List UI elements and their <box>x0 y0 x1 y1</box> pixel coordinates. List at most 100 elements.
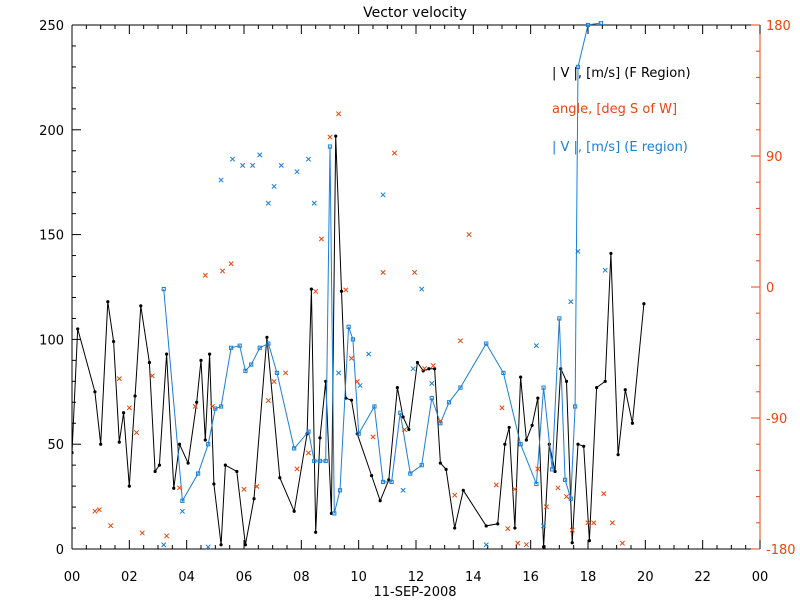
y-tick-label-right: -180 <box>766 543 796 558</box>
series-layer <box>72 21 646 550</box>
data-point <box>235 469 239 474</box>
data-point <box>241 486 247 492</box>
data-point <box>457 338 463 344</box>
data-point <box>430 363 436 369</box>
data-point <box>366 351 372 357</box>
data-point <box>243 368 248 373</box>
data-point <box>461 488 465 492</box>
data-point <box>391 150 398 156</box>
legend-entry-1: angle, [deg S of W] <box>552 102 677 117</box>
data-point <box>562 477 568 482</box>
data-point <box>271 379 277 385</box>
data-point <box>323 458 328 464</box>
data-point <box>541 545 546 549</box>
data-point <box>274 370 280 376</box>
data-point <box>93 390 97 394</box>
data-point <box>444 467 448 471</box>
data-point <box>313 288 319 294</box>
data-point <box>458 385 463 390</box>
data-point <box>357 382 363 389</box>
data-point <box>243 543 248 547</box>
data-point <box>602 267 608 273</box>
data-point <box>380 192 386 198</box>
legend: | V |, [m/s] (F Region) angle, [deg S of … <box>552 66 691 155</box>
data-point <box>483 542 489 548</box>
data-point <box>438 421 443 426</box>
data-point <box>240 162 246 168</box>
data-point <box>179 508 185 514</box>
data-point <box>535 466 541 472</box>
x-tick-label: 02 <box>121 570 138 585</box>
data-point <box>576 442 580 446</box>
data-point <box>438 461 442 465</box>
data-point <box>271 183 277 189</box>
data-point <box>609 251 613 256</box>
data-point <box>493 482 499 488</box>
data-point <box>513 526 517 530</box>
data-point <box>122 411 126 415</box>
data-point <box>229 345 234 350</box>
data-point <box>512 486 518 492</box>
y-tick-label-left: 200 <box>39 124 64 139</box>
data-point <box>564 379 569 383</box>
data-point <box>266 341 271 346</box>
data-point <box>336 370 342 376</box>
x-tick-label: 16 <box>522 570 539 585</box>
data-point <box>199 358 203 362</box>
data-point <box>433 367 437 371</box>
data-point <box>585 520 591 526</box>
data-point <box>555 485 561 491</box>
data-point <box>186 461 190 465</box>
data-point <box>219 543 223 547</box>
data-point <box>257 345 262 350</box>
data-point <box>254 483 260 489</box>
data-point <box>619 540 625 546</box>
data-point <box>354 379 360 385</box>
data-point <box>507 425 511 430</box>
data-point <box>630 421 635 425</box>
data-point <box>407 427 411 432</box>
data-point <box>116 376 122 382</box>
data-point <box>176 485 183 491</box>
data-point <box>598 21 603 26</box>
data-point <box>265 335 269 339</box>
data-point <box>452 492 458 498</box>
data-point <box>203 438 207 442</box>
data-point <box>139 304 143 308</box>
data-point <box>317 458 323 464</box>
data-point <box>587 539 592 543</box>
data-point <box>401 415 405 419</box>
data-point <box>350 337 356 342</box>
data-point <box>370 434 376 440</box>
y-axis-left: 0 50 100 150 200 250 <box>39 19 81 558</box>
data-point <box>563 494 570 500</box>
data-point <box>541 523 547 529</box>
data-point <box>595 386 599 390</box>
data-point <box>218 404 224 409</box>
data-point <box>111 339 116 344</box>
data-point <box>585 22 591 28</box>
data-point <box>339 289 344 293</box>
data-point <box>389 479 394 485</box>
data-point <box>305 156 312 162</box>
data-point <box>161 542 167 548</box>
data-point <box>575 248 581 254</box>
data-point <box>208 352 212 356</box>
data-point <box>205 544 211 550</box>
data-point <box>398 410 403 415</box>
data-point <box>133 430 140 436</box>
data-point <box>165 352 169 356</box>
data-point <box>133 394 137 398</box>
data-point <box>569 527 575 533</box>
data-point <box>311 200 317 206</box>
x-tick-label: 10 <box>350 570 367 585</box>
data-point <box>437 418 443 424</box>
y-tick-label-left: 50 <box>47 438 64 453</box>
data-point <box>283 370 289 376</box>
data-point <box>378 499 382 503</box>
y-tick-label-left: 250 <box>39 19 64 34</box>
x-tick-label: 14 <box>465 570 482 585</box>
series-2 <box>161 152 608 550</box>
data-point <box>157 463 162 467</box>
data-point <box>499 405 505 411</box>
